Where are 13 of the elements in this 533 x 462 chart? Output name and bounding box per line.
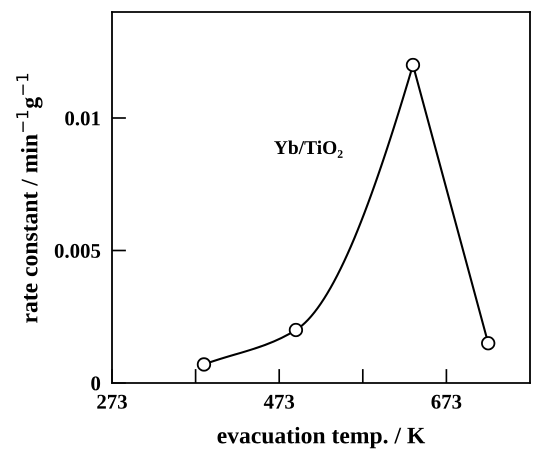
point	[196, 357, 212, 372]
y-axis-title: rate constant / min$^{−1}$g$^{−1}$	[16, 74, 43, 323]
x-tick-label: 473	[264, 394, 294, 409]
point	[288, 322, 304, 338]
y-tick-label: 0	[91, 376, 100, 390]
annotation: Yb/TiO₂	[274, 140, 343, 158]
x-tick-label: 273	[97, 394, 127, 409]
x-axis-title: evacuation temp. / K	[218, 426, 426, 448]
y-tick-label: 0.01	[65, 111, 100, 126]
y-tick-label: 0.005	[54, 244, 100, 258]
x-tick-label: 673	[431, 394, 462, 409]
point	[406, 58, 420, 72]
point	[481, 336, 496, 350]
